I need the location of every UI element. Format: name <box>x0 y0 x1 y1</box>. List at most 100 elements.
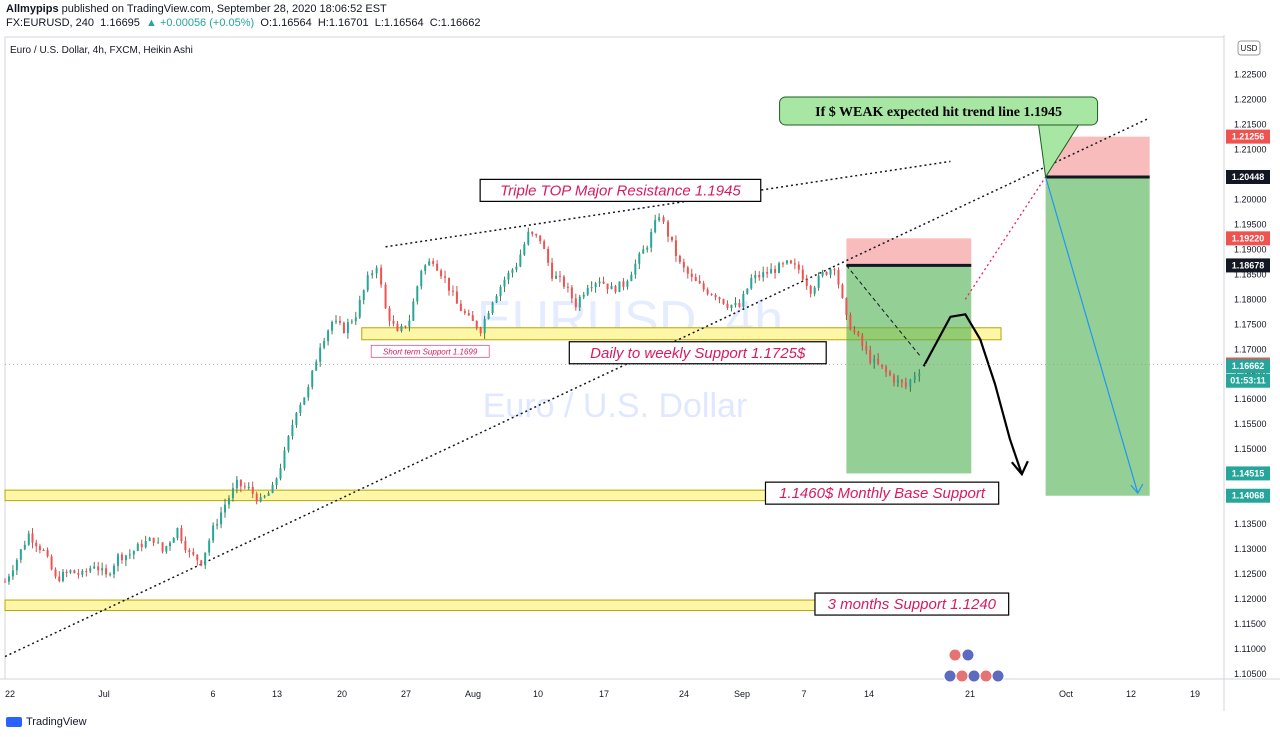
candle-body <box>594 283 597 288</box>
candle-body <box>833 269 836 271</box>
candle-body <box>650 232 653 248</box>
candle-body <box>574 298 577 308</box>
candle-body <box>120 554 123 561</box>
candle-body <box>825 271 828 275</box>
time-tick-label: Aug <box>465 689 481 699</box>
candle-body <box>491 302 494 313</box>
price-tag <box>1226 231 1270 246</box>
candle-body <box>128 554 131 556</box>
candle-body <box>614 285 617 292</box>
candle-body <box>904 382 907 387</box>
candle-body <box>247 486 250 488</box>
candle-body <box>909 379 912 387</box>
event-icon <box>991 669 1005 683</box>
candle-body <box>388 308 391 321</box>
monthly-base-support-label: 1.1460$ Monthly Base Support <box>764 481 1000 505</box>
candle-body <box>144 540 147 548</box>
candle-body <box>658 217 661 221</box>
price-tag-label: 1.18678 <box>1232 260 1265 270</box>
time-tick-label: 6 <box>210 689 215 699</box>
candle-body <box>303 397 306 405</box>
price-tick-label: 1.19000 <box>1234 244 1267 254</box>
candle-body <box>913 376 916 380</box>
candle-body <box>487 312 490 319</box>
label-text: Short term Support 1.1699 <box>383 347 478 356</box>
candle-body <box>789 260 792 264</box>
candle-body <box>283 450 286 469</box>
candle-body <box>698 280 701 284</box>
candle-body <box>766 272 769 274</box>
candle-body <box>271 485 274 494</box>
candle-body <box>801 269 804 280</box>
candle-body <box>15 559 18 571</box>
triple-top-label: Triple TOP Major Resistance 1.1945 <box>479 178 762 202</box>
candle-body <box>606 283 609 290</box>
candle-body <box>582 294 585 297</box>
candle-body <box>331 321 334 331</box>
candle-body <box>467 313 470 316</box>
event-icon <box>961 648 975 662</box>
price-chart[interactable]: EURUSD, 4h Euro / U.S. Dollar Euro / U.S. … <box>0 35 1280 711</box>
candle-body <box>634 263 637 275</box>
close-value: C:1.16662 <box>429 17 481 29</box>
time-tick-label: Jul <box>98 689 110 699</box>
candle-body <box>578 296 581 308</box>
price-tick-label: 1.18000 <box>1234 294 1267 304</box>
footer-brand[interactable]: TradingView <box>26 716 87 728</box>
price-tick-label: 1.12000 <box>1234 594 1267 604</box>
candle-body <box>602 281 605 284</box>
candle-body <box>618 281 621 292</box>
candle-body <box>23 544 26 550</box>
candle-body <box>216 524 219 526</box>
candle-body <box>58 576 61 581</box>
time-axis: 22 Jul 6 13 20 27 Aug 10 17 24 Sep 7 14 21 Oct 12 19 <box>5 689 1200 699</box>
watermark-symbol: EURUSD, 4h <box>477 291 783 349</box>
candle-body <box>169 542 172 547</box>
publish-text: published on TradingView.com, September … <box>58 3 387 15</box>
candle-body <box>642 249 645 254</box>
candle-body <box>626 281 629 287</box>
publish-info: Allmypips published on TradingView.com, … <box>6 3 387 15</box>
time-tick-label: 24 <box>679 689 689 699</box>
candle-body <box>188 550 191 552</box>
candle-body <box>551 262 554 279</box>
candle-body <box>483 318 486 334</box>
candle-body <box>670 236 673 241</box>
price-tag <box>1226 169 1270 184</box>
candle-body <box>515 266 518 270</box>
price-axis: 1.225001.220001.215001.210001.205001.200… <box>1226 40 1270 679</box>
candle-body <box>85 570 88 572</box>
take-profit-area <box>846 265 972 474</box>
candle-body <box>132 551 135 555</box>
candle-body <box>97 566 100 571</box>
candle-body <box>231 488 234 499</box>
candle-body <box>562 276 565 287</box>
candle-body <box>176 528 179 539</box>
candle-body <box>152 537 155 543</box>
candle-body <box>116 554 119 566</box>
time-tick-label: 12 <box>1126 689 1136 699</box>
candle-body <box>774 269 777 273</box>
candle-body <box>892 375 895 383</box>
time-tick-label: 13 <box>272 689 282 699</box>
candle-body <box>148 537 151 541</box>
price-tag-label: 1.14068 <box>1232 491 1265 501</box>
price-tick-label: 1.13500 <box>1234 519 1267 529</box>
price-tick-label: 1.22000 <box>1234 94 1267 104</box>
candle-body <box>295 412 298 425</box>
author-name[interactable]: Allmypips <box>6 3 59 15</box>
callout-text: If $ WEAK expected hit trend line 1.1945 <box>815 105 1062 120</box>
candle-body <box>678 255 681 262</box>
candle-body <box>722 299 725 304</box>
candle-body <box>342 322 345 333</box>
candle-body <box>327 330 330 342</box>
candle-body <box>4 581 6 583</box>
candle-body <box>662 217 665 222</box>
candle-body <box>65 571 68 573</box>
candle-body <box>523 244 526 255</box>
price-tick-label: 1.10500 <box>1234 669 1267 679</box>
lower-support-trendline <box>4 117 1150 658</box>
candle-body <box>558 275 561 277</box>
short-term-support-label: Short term Support 1.1699 <box>370 344 490 358</box>
candle-body <box>667 221 670 237</box>
